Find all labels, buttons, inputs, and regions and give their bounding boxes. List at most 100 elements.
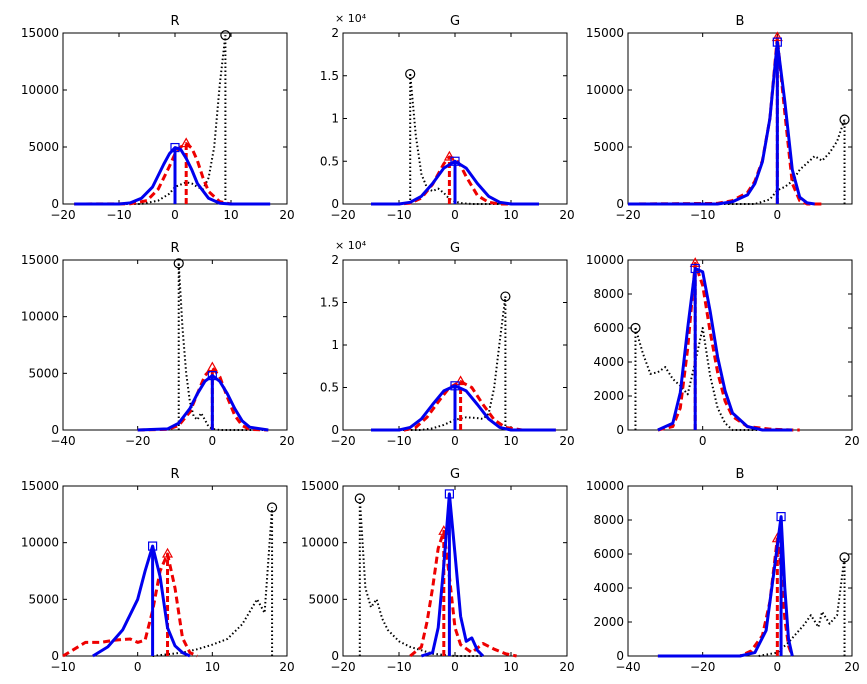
peak-marker-triangle bbox=[443, 150, 455, 161]
y-tick-label: 10000 bbox=[586, 253, 624, 267]
peak-marker-triangle bbox=[455, 375, 467, 386]
series-red-line bbox=[74, 142, 271, 206]
x-tick-label: −40 bbox=[615, 660, 640, 674]
y-tick-label: 8000 bbox=[593, 513, 624, 527]
x-tick-label: −20 bbox=[330, 208, 355, 222]
peak-marker-square bbox=[772, 37, 782, 47]
series-blue-line bbox=[657, 267, 793, 432]
y-tick-label: 5000 bbox=[28, 592, 59, 606]
panel-title: B bbox=[736, 467, 745, 482]
x-tick-label: 0 bbox=[699, 434, 707, 448]
y-tick-label: 10000 bbox=[586, 479, 624, 493]
x-tick-label: −10 bbox=[386, 660, 411, 674]
peak-marker-circle bbox=[500, 291, 511, 302]
series-blue-line bbox=[92, 544, 191, 658]
y-tick-label: 0.5 bbox=[320, 381, 339, 395]
axes-frame bbox=[62, 485, 288, 657]
series-black-line bbox=[628, 119, 846, 205]
panel-6: B 0 20 0 2000 4000 6000 8000 10000 bbox=[586, 241, 860, 448]
y-tick-label: 2000 bbox=[593, 615, 624, 629]
x-tick-label: 0 bbox=[451, 434, 459, 448]
y-multiplier-label: × 10⁴ bbox=[335, 239, 367, 252]
series-blue-line bbox=[371, 384, 556, 432]
x-tick-label: 20 bbox=[844, 660, 859, 674]
peak-marker-circle bbox=[839, 552, 850, 563]
peak-marker-circle bbox=[220, 30, 231, 41]
peak-marker-square bbox=[690, 263, 700, 274]
y-tick-label: 5000 bbox=[28, 366, 59, 380]
x-tick-label: 20 bbox=[559, 208, 574, 222]
panel-title: B bbox=[736, 241, 745, 256]
axes-frame bbox=[627, 32, 853, 205]
y-tick-label: 1.5 bbox=[320, 69, 339, 83]
y-tick-label: 0.5 bbox=[320, 154, 339, 168]
axes-frame bbox=[627, 485, 853, 657]
x-tick-label: −40 bbox=[50, 434, 75, 448]
panel-title: R bbox=[170, 241, 179, 256]
y-tick-label: 4000 bbox=[593, 355, 624, 369]
y-tick-label: 15000 bbox=[21, 479, 59, 493]
x-tick-label: −10 bbox=[386, 434, 411, 448]
panel-9: B −40 −20 0 20 0 2000 4000 6000 8000 10000 bbox=[586, 467, 860, 674]
series-black-line bbox=[758, 557, 846, 657]
series-red-line bbox=[371, 380, 556, 432]
y-tick-label: 10000 bbox=[586, 83, 624, 97]
x-tick-label: −10 bbox=[690, 208, 715, 222]
y-tick-label: 6000 bbox=[593, 321, 624, 335]
y-tick-label: 5000 bbox=[308, 592, 339, 606]
peak-marker-circle bbox=[354, 493, 365, 504]
x-tick-label: −20 bbox=[330, 660, 355, 674]
x-tick-label: 20 bbox=[559, 434, 574, 448]
y-tick-label: 0 bbox=[51, 197, 59, 211]
peak-marker-circle bbox=[839, 114, 850, 125]
series-red-line bbox=[409, 529, 517, 658]
x-tick-label: 0 bbox=[134, 660, 142, 674]
x-tick-label: −20 bbox=[50, 208, 75, 222]
x-tick-label: 20 bbox=[279, 434, 294, 448]
y-tick-label: 15000 bbox=[21, 253, 59, 267]
y-tick-label: 5000 bbox=[593, 140, 624, 154]
x-tick-label: 0 bbox=[774, 660, 782, 674]
peak-marker-triangle bbox=[162, 547, 174, 558]
series-red-line bbox=[62, 552, 199, 658]
x-tick-label: −10 bbox=[386, 208, 411, 222]
series-blue-line bbox=[137, 374, 269, 432]
y-tick-label: 5000 bbox=[28, 140, 59, 154]
x-tick-label: 10 bbox=[503, 208, 518, 222]
series-black-line bbox=[74, 35, 227, 205]
y-tick-label: 0 bbox=[616, 197, 624, 211]
y-tick-label: 2000 bbox=[593, 389, 624, 403]
peak-marker-triangle bbox=[771, 31, 783, 42]
series-black-line bbox=[409, 73, 539, 205]
y-tick-label: 10000 bbox=[21, 310, 59, 324]
x-tick-label: −20 bbox=[125, 434, 150, 448]
y-tick-label: 15000 bbox=[301, 479, 339, 493]
x-tick-label: −20 bbox=[330, 434, 355, 448]
panel-3: B −20 −10 0 0 5000 10000 15000 bbox=[586, 14, 853, 222]
panel-1: R −20 −10 0 10 20 0 5000 10000 15000 bbox=[21, 14, 295, 222]
y-tick-label: 0 bbox=[51, 649, 59, 663]
x-tick-label: 0 bbox=[774, 208, 782, 222]
series-blue-line bbox=[371, 159, 539, 206]
series-red-line bbox=[657, 537, 794, 658]
y-tick-label: 15000 bbox=[586, 26, 624, 40]
y-multiplier-label: × 10⁴ bbox=[335, 12, 367, 25]
x-tick-label: 10 bbox=[503, 660, 518, 674]
peak-marker-square bbox=[450, 156, 460, 166]
x-tick-label: 10 bbox=[503, 434, 518, 448]
panel-title: G bbox=[450, 241, 460, 256]
peak-marker-triangle bbox=[689, 257, 701, 267]
x-tick-label: −20 bbox=[690, 660, 715, 674]
x-tick-label: 10 bbox=[205, 660, 220, 674]
y-tick-label: 0 bbox=[331, 649, 339, 663]
panel-5: G × 10⁴ −20 −10 0 10 20 0 0.5 1 1.5 2 bbox=[320, 239, 575, 448]
series-black-line bbox=[358, 498, 483, 657]
y-tick-label: 6000 bbox=[593, 547, 624, 561]
y-tick-label: 10000 bbox=[21, 536, 59, 550]
panel-4: R −40 −20 0 20 0 5000 10000 15000 bbox=[21, 241, 295, 448]
panel-title: R bbox=[170, 14, 179, 29]
peak-marker-square bbox=[170, 142, 180, 153]
y-tick-label: 0 bbox=[331, 423, 339, 437]
panel-2: G × 10⁴ −20 −10 0 10 20 0 0.5 1 1.5 2 bbox=[320, 12, 575, 222]
peak-marker-square bbox=[444, 489, 454, 499]
